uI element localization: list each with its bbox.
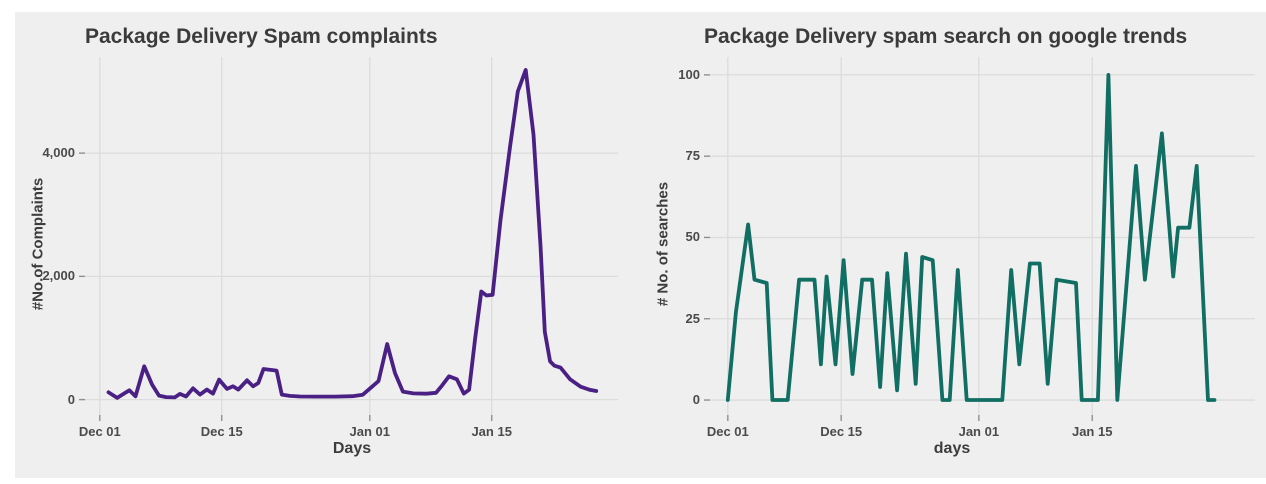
y-tick-label: 25 [685,310,700,326]
x-tick-label: Jan 01 [958,424,1000,439]
x-tick-label: Dec 01 [78,424,121,439]
left-chart-title: Package Delivery Spam complaints [85,25,438,48]
y-tick-label: 4,000 [42,145,75,161]
x-tick-label: Dec 15 [820,424,863,439]
y-tick-label: 2,000 [42,268,75,284]
complaints-line-series [106,68,599,400]
x-tick-label: Jan 15 [471,424,512,439]
left-y-axis-title: #No.of Complaints [29,177,47,311]
right-chart-title: Package Delivery spam search on google t… [704,25,1188,48]
y-tick-label: 0 [692,392,700,408]
y-tick-label: 50 [685,229,700,245]
y-tick-label: 75 [685,148,700,164]
x-tick-label: Dec 01 [706,424,749,439]
searches-line-series [725,73,1217,402]
x-tick-label: Jan 01 [349,424,391,439]
left-x-axis-title: Days [332,440,372,457]
x-tick-label: Dec 15 [200,424,243,439]
x-tick-label: Jan 15 [1071,424,1113,439]
y-tick-label: 0 [67,391,75,407]
right-x-axis-title: days [933,440,971,457]
y-tick-label: 100 [678,66,700,82]
